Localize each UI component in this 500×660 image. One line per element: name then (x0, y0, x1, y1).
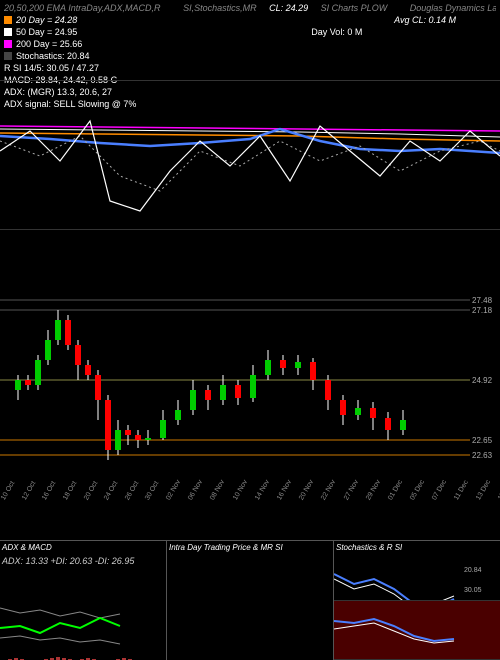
company-name: Douglas Dynamics Last Mrs chartGuru.com (410, 3, 496, 13)
adx-values: ADX: 13.33 +DI: 20.63 -DI: 26.95 (0, 554, 166, 568)
rsi-svg (334, 601, 500, 651)
candle-svg: 27.4827.18 24.92 22.65 22.63 (0, 290, 500, 480)
day-volume: Day Vol: 0 M (311, 26, 362, 38)
ema200-swatch (4, 40, 12, 48)
svg-text:20.84: 20.84 (464, 567, 482, 574)
close-price: CL: 24.29 (269, 3, 308, 13)
intraday-title: Intra Day Trading Price & MR SI (167, 541, 333, 554)
stochastics-panel[interactable]: Stochastics & R SI 20.84 30.05 (334, 541, 500, 660)
indicator-chart[interactable] (0, 80, 500, 230)
main-chart-svg (0, 81, 500, 231)
ema20-swatch (4, 16, 12, 24)
ema50-swatch (4, 28, 12, 36)
stoch-subpanel: Stochastics & R SI 20.84 30.05 (334, 541, 500, 601)
stoch-label: Stochastics: 20.84 (16, 50, 90, 62)
svg-text:24.92: 24.92 (472, 376, 493, 385)
rsi-label: R SI 14/5: 30.05 / 47.27 (4, 62, 99, 74)
ema200-label: 200 Day = 25.66 (16, 38, 82, 50)
svg-text:27.48: 27.48 (472, 296, 493, 305)
adx-macd-title: ADX & MACD (0, 541, 166, 554)
adx-macd-panel[interactable]: ADX & MACD ADX: 13.33 +DI: 20.63 -DI: 26… (0, 541, 167, 660)
si-info: SI,Stochastics,MR (183, 3, 257, 13)
ticker-info: 20,50,200 EMA IntraDay,ADX,MACD,R (4, 3, 161, 13)
rsi-subpanel (334, 601, 500, 660)
adx-macd-svg (0, 568, 166, 660)
stoch-swatch (4, 52, 12, 60)
intraday-panel[interactable]: Intra Day Trading Price & MR SI (167, 541, 334, 660)
ema50-label: 50 Day = 24.95 (16, 26, 77, 38)
stoch-svg: 20.84 30.05 (334, 554, 500, 601)
svg-text:22.65: 22.65 (472, 436, 493, 445)
svg-text:27.18: 27.18 (472, 306, 493, 315)
chart-title: SI Charts PLOW (321, 3, 388, 13)
svg-text:30.05: 30.05 (464, 587, 482, 594)
candle-chart[interactable]: 27.4827.18 24.92 22.65 22.63 (0, 290, 500, 480)
stoch-title: Stochastics & R SI (334, 541, 500, 554)
header-line-2: 20 Day = 24.28 Avg CL: 0.14 M (4, 14, 496, 26)
date-axis: 10 Oct12 Oct16 Oct18 Oct20 Oct24 Oct26 O… (0, 480, 500, 510)
bottom-panels: ADX & MACD ADX: 13.33 +DI: 20.63 -DI: 26… (0, 540, 500, 660)
avg-close: Avg CL: 0.14 M (394, 14, 456, 26)
header-line-1: 20,50,200 EMA IntraDay,ADX,MACD,R SI,Sto… (4, 2, 496, 14)
svg-text:22.63: 22.63 (472, 451, 493, 460)
ema20-label: 20 Day = 24.28 (16, 14, 77, 26)
